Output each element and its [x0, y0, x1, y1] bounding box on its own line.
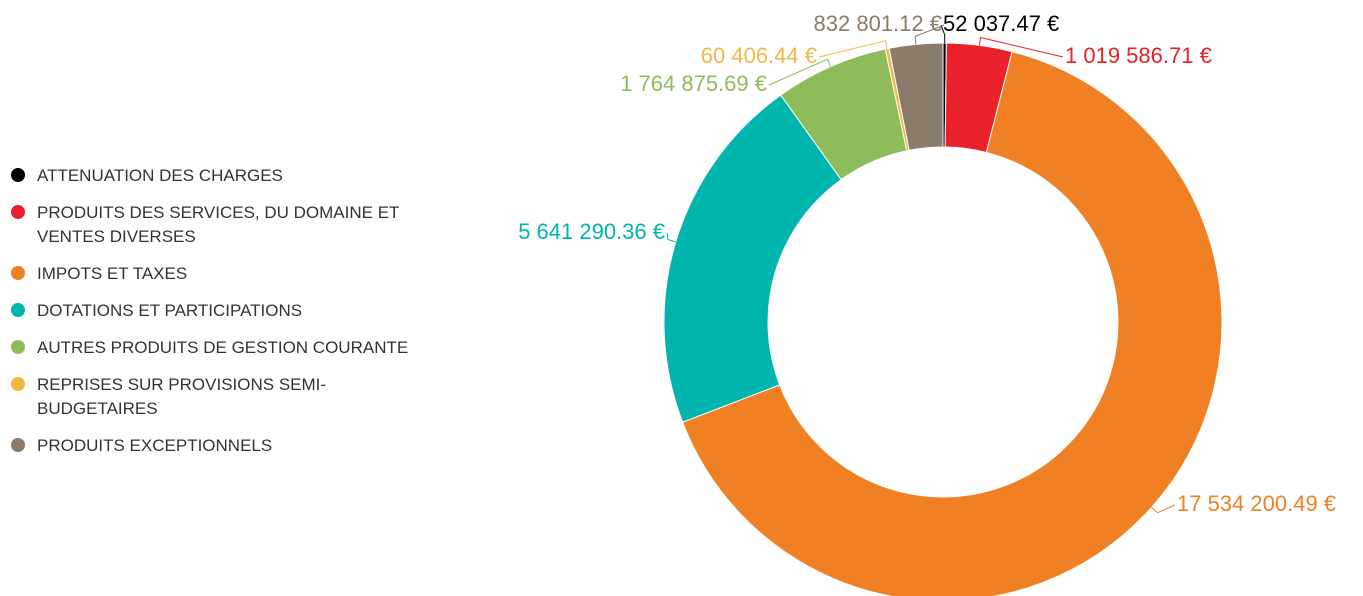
- legend-label: PRODUITS DES SERVICES, DU DOMAINE ET VEN…: [37, 203, 400, 246]
- legend-item: DOTATIONS ET PARTICIPATIONS: [8, 299, 428, 323]
- legend-marker: [11, 377, 25, 391]
- legend-label: PRODUITS EXCEPTIONNELS: [37, 436, 273, 455]
- donut-slice: [888, 42, 944, 151]
- donut-slice: [663, 94, 842, 423]
- legend-marker: [11, 438, 25, 452]
- data-label: 1 019 586.71 €: [1065, 43, 1212, 68]
- legend-item: AUTRES PRODUITS DE GESTION COURANTE: [8, 336, 428, 360]
- leader-line: [768, 58, 832, 86]
- legend-label: IMPOTS ET TAXES: [37, 264, 188, 283]
- legend-item: ATTENUATION DES CHARGES: [8, 164, 428, 188]
- legend-label: ATTENUATION DES CHARGES: [37, 166, 283, 185]
- donut-slice: [681, 51, 1223, 596]
- leader-line: [940, 24, 946, 44]
- legend-item: PRODUITS DES SERVICES, DU DOMAINE ET VEN…: [8, 201, 428, 249]
- legend-label: DOTATIONS ET PARTICIPATIONS: [37, 301, 303, 320]
- data-label: 60 406.44 €: [701, 43, 817, 68]
- legend-marker: [11, 340, 25, 354]
- legend-item: PRODUITS EXCEPTIONNELS: [8, 434, 428, 458]
- legend-marker: [11, 266, 25, 280]
- data-label: 52 037.47 €: [943, 11, 1059, 36]
- leader-line: [979, 36, 1064, 58]
- legend-marker: [11, 168, 25, 182]
- leader-line: [914, 24, 945, 45]
- legend-marker: [11, 303, 25, 317]
- data-label: 17 534 200.49 €: [1177, 491, 1336, 516]
- legend-label: AUTRES PRODUITS DE GESTION COURANTE: [37, 338, 409, 357]
- leader-line: [818, 40, 888, 58]
- data-label: 5 641 290.36 €: [518, 219, 665, 244]
- legend-label: REPRISES SUR PROVISIONS SEMI-BUDGETAIRES: [37, 375, 327, 418]
- leader-line: [1151, 504, 1176, 514]
- legend-item: IMPOTS ET TAXES: [8, 262, 428, 286]
- legend: ATTENUATION DES CHARGES PRODUITS DES SERV…: [8, 164, 428, 471]
- data-label: 832 801.12 €: [814, 11, 942, 36]
- leader-line: [666, 232, 676, 243]
- legend-marker: [11, 205, 25, 219]
- data-label: 1 764 875.69 €: [620, 71, 767, 96]
- legend-item: REPRISES SUR PROVISIONS SEMI-BUDGETAIRES: [8, 373, 428, 421]
